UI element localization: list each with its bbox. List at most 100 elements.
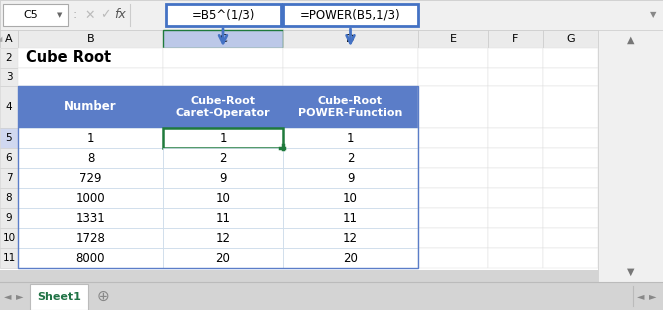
Bar — [163, 188, 283, 208]
Bar — [0, 248, 18, 268]
Bar — [18, 48, 163, 68]
Text: 8000: 8000 — [76, 251, 105, 264]
Bar — [0, 128, 18, 148]
Bar — [18, 128, 163, 148]
Text: fx: fx — [114, 8, 126, 21]
Text: 2: 2 — [219, 152, 227, 165]
Text: C5: C5 — [23, 10, 38, 20]
Bar — [543, 148, 598, 168]
Text: 20: 20 — [343, 251, 358, 264]
Bar — [543, 208, 598, 228]
Bar — [0, 208, 18, 228]
Text: 1331: 1331 — [76, 211, 105, 224]
Text: ►: ► — [17, 291, 24, 301]
Bar — [283, 228, 418, 248]
Text: A: A — [5, 34, 13, 44]
Text: 10: 10 — [343, 192, 358, 205]
Text: ◄: ◄ — [4, 291, 12, 301]
Bar — [0, 68, 18, 86]
Bar — [166, 4, 280, 26]
Text: 5: 5 — [6, 133, 13, 143]
Bar — [488, 128, 543, 148]
Bar — [543, 128, 598, 148]
Text: 1728: 1728 — [76, 232, 105, 245]
Text: ▼: ▼ — [627, 267, 634, 277]
Bar — [18, 208, 163, 228]
Text: 9: 9 — [347, 171, 354, 184]
Text: 2: 2 — [347, 152, 354, 165]
Bar — [18, 86, 418, 268]
Text: Cube-Root
Caret-Operator: Cube-Root Caret-Operator — [176, 96, 271, 118]
Bar — [543, 48, 598, 68]
Bar — [283, 4, 418, 26]
Text: 11: 11 — [215, 211, 231, 224]
Bar — [0, 30, 18, 48]
Bar — [163, 168, 283, 188]
Bar — [0, 148, 18, 168]
Text: ✓: ✓ — [99, 8, 110, 21]
Text: 6: 6 — [6, 153, 13, 163]
Bar — [30, 284, 88, 310]
Bar — [163, 208, 283, 228]
Bar — [283, 86, 418, 128]
Bar — [488, 188, 543, 208]
Text: 9: 9 — [219, 171, 227, 184]
Text: Cube Root: Cube Root — [26, 51, 111, 65]
Text: F: F — [512, 34, 518, 44]
Bar — [163, 68, 283, 86]
Bar — [163, 128, 283, 148]
Bar — [418, 128, 488, 148]
Bar — [488, 68, 543, 86]
Text: E: E — [450, 34, 457, 44]
Text: ▼: ▼ — [650, 11, 656, 20]
Bar — [283, 30, 418, 48]
Bar — [18, 148, 163, 168]
Text: 12: 12 — [343, 232, 358, 245]
Text: 12: 12 — [215, 232, 231, 245]
Bar — [283, 148, 418, 168]
Bar — [418, 30, 488, 48]
Bar — [543, 248, 598, 268]
Bar — [418, 148, 488, 168]
Bar — [163, 86, 283, 128]
Bar — [418, 208, 488, 228]
Text: ▲: ▲ — [627, 35, 634, 45]
Text: =B5^(1/3): =B5^(1/3) — [192, 8, 255, 21]
Text: ⊕: ⊕ — [97, 289, 109, 303]
Text: 11: 11 — [343, 211, 358, 224]
Text: 8: 8 — [87, 152, 94, 165]
Bar — [0, 168, 18, 188]
Bar — [488, 168, 543, 188]
Bar — [283, 68, 418, 86]
Text: ◢: ◢ — [0, 36, 3, 42]
Bar — [163, 48, 283, 68]
Text: Sheet1: Sheet1 — [37, 292, 81, 302]
Bar — [283, 188, 418, 208]
Bar — [0, 48, 598, 270]
Text: ✕: ✕ — [85, 8, 95, 21]
Bar — [0, 0, 663, 30]
Bar — [283, 48, 418, 68]
Bar — [0, 86, 18, 128]
Text: Cube-Root
POWER-Function: Cube-Root POWER-Function — [298, 96, 402, 118]
Text: 1: 1 — [347, 131, 354, 144]
Bar — [488, 208, 543, 228]
Bar — [283, 248, 418, 268]
Text: B: B — [87, 34, 94, 44]
Bar — [418, 168, 488, 188]
Bar — [543, 86, 598, 128]
Text: 1: 1 — [87, 131, 94, 144]
Bar — [0, 228, 18, 248]
Bar — [0, 188, 18, 208]
Text: :: : — [73, 8, 77, 21]
Text: 2: 2 — [6, 53, 13, 63]
Bar — [598, 30, 663, 282]
Bar — [418, 228, 488, 248]
Bar — [418, 86, 488, 128]
Bar — [543, 168, 598, 188]
Bar — [418, 248, 488, 268]
Text: 3: 3 — [6, 72, 13, 82]
Bar — [488, 228, 543, 248]
Bar — [488, 86, 543, 128]
Bar — [3, 4, 68, 26]
